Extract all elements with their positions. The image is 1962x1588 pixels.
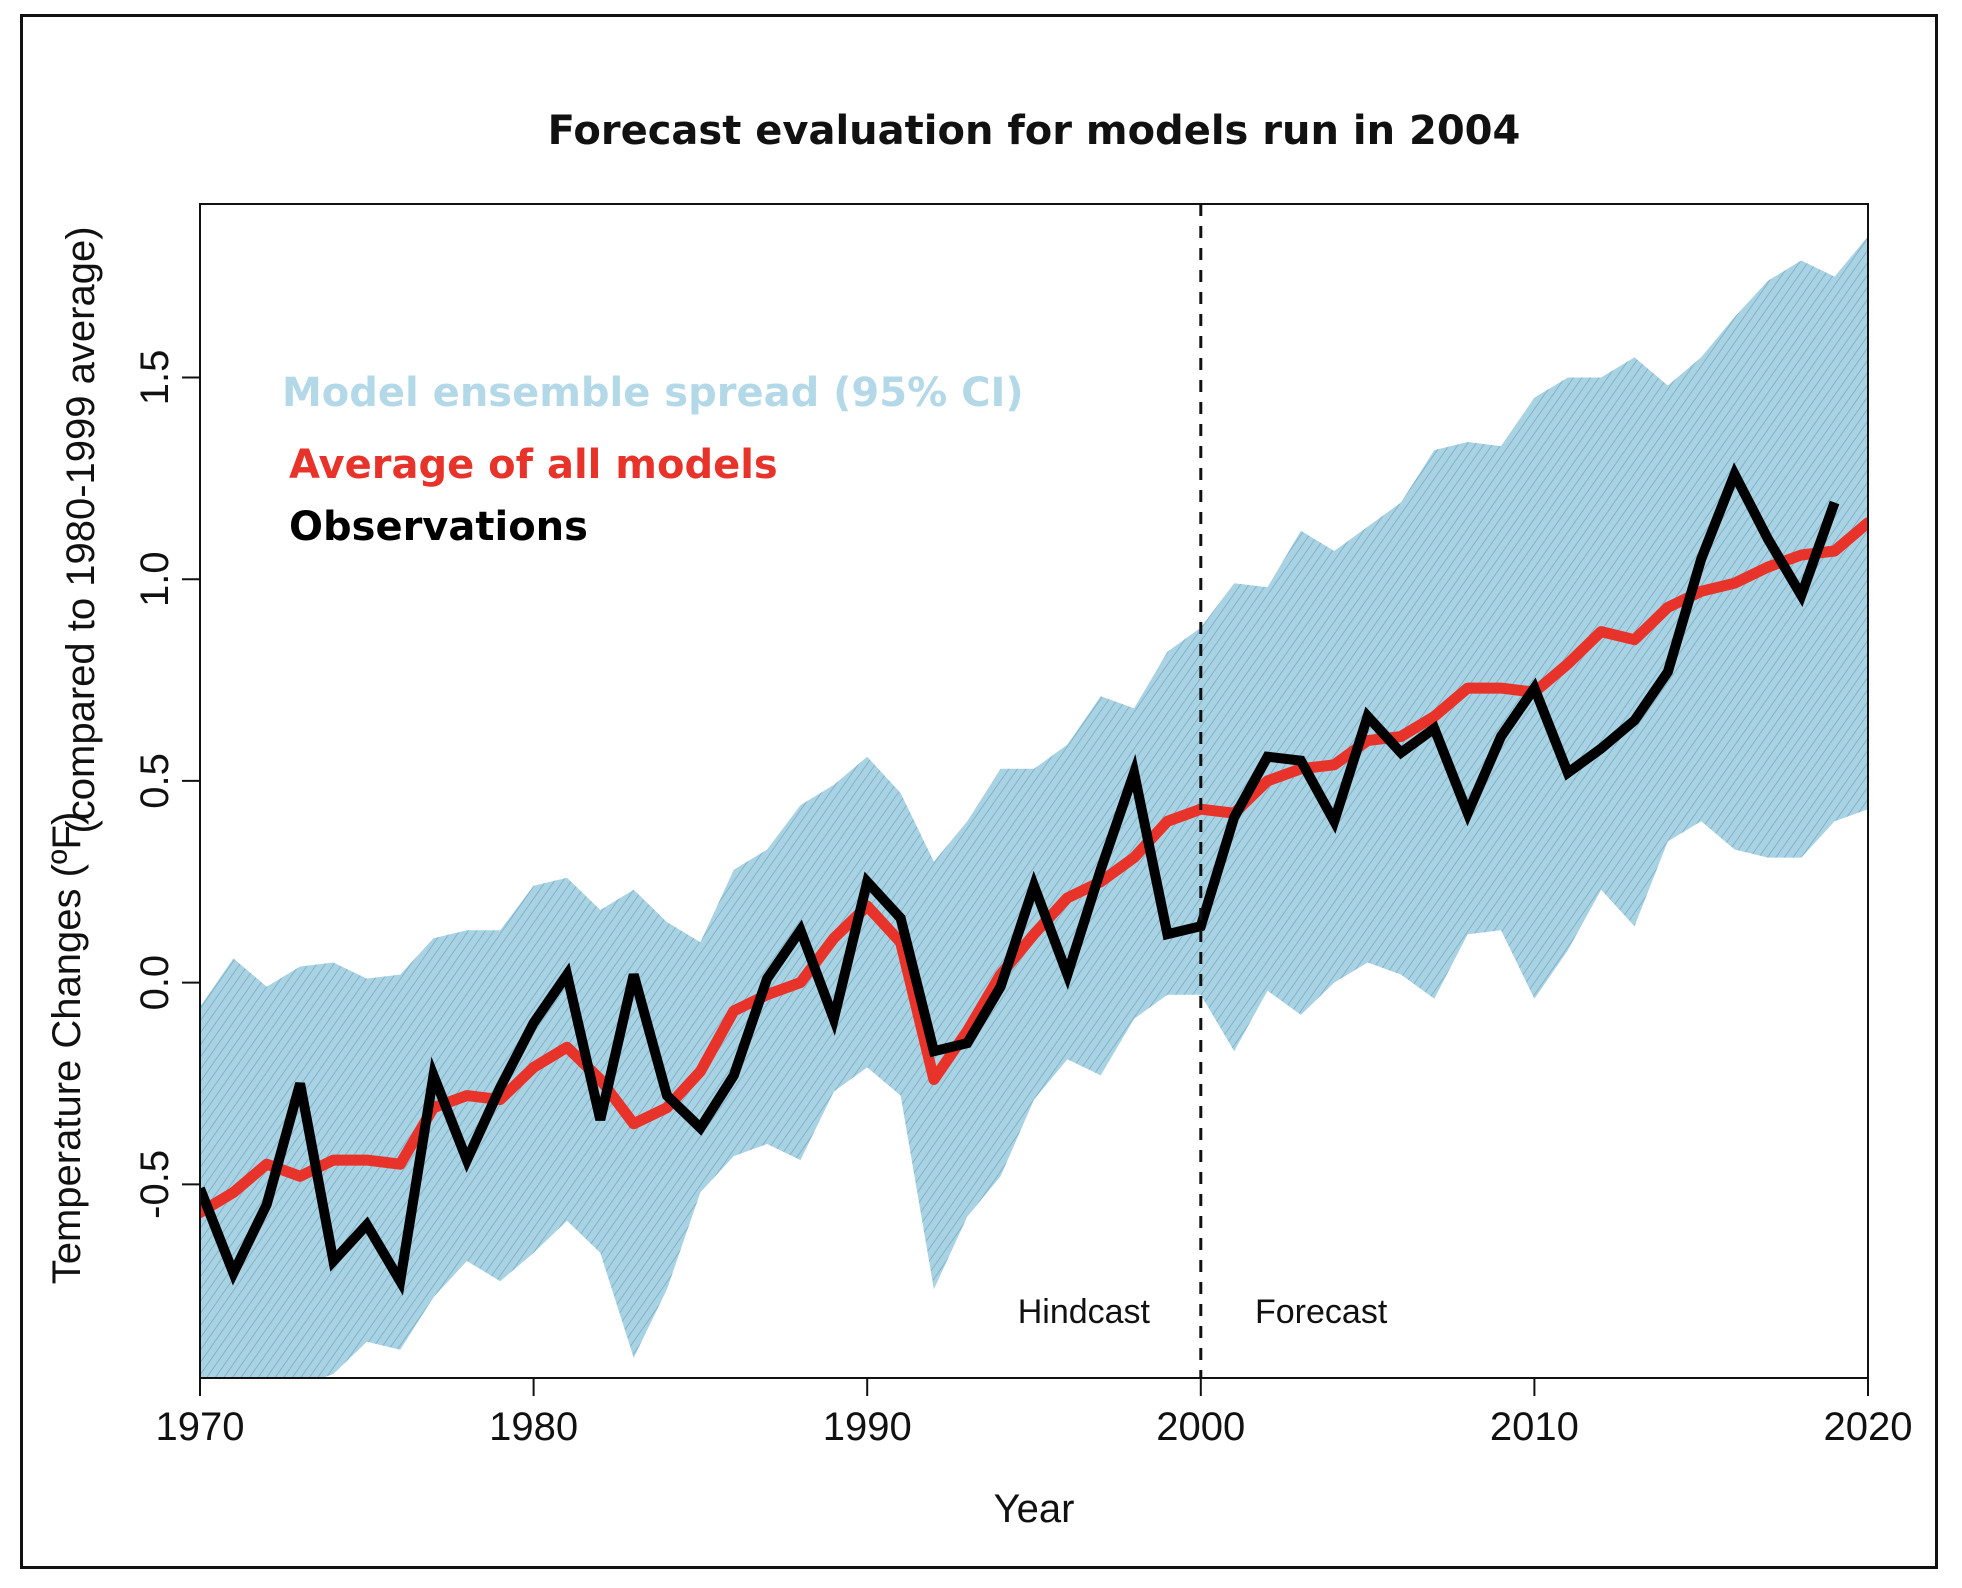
x-tick-label: 2000 (1156, 1405, 1245, 1449)
hindcast-label: Hindcast (1018, 1293, 1151, 1331)
y-tick-label: -0.5 (133, 1150, 177, 1219)
model-average-line (200, 517, 1868, 1219)
x-tick-label: 1980 (489, 1405, 578, 1449)
y-tick-label: 0.5 (133, 753, 177, 809)
legend-model-average: Average of all models (289, 442, 778, 488)
x-axis: 1970 1980 1990 2000 2010 2020 (156, 1378, 1913, 1449)
y-axis-label-main: Temperature Changes (ºF) (45, 812, 89, 1285)
plot-border (199, 203, 1869, 1379)
legend-ensemble-spread: Model ensemble spread (95% CI) (282, 370, 1024, 416)
y-tick-label: 1.0 (133, 551, 177, 607)
y-axis: -0.5 0.0 0.5 1.0 1.5 (133, 350, 200, 1219)
chart-title: Forecast evaluation for models run in 20… (548, 108, 1521, 154)
legend-observations: Observations (289, 504, 588, 550)
y-axis-label-sub: (compared to 1980-1999 average) (59, 226, 103, 833)
y-tick-label: 0.0 (133, 955, 177, 1011)
x-tick-label: 1970 (156, 1405, 245, 1449)
x-tick-label: 2020 (1824, 1405, 1913, 1449)
forecast-label: Forecast (1255, 1293, 1388, 1331)
observations-line (200, 462, 1840, 1296)
x-tick-label: 1990 (823, 1405, 912, 1449)
y-tick-label: 1.5 (133, 350, 177, 406)
plot-area (200, 236, 1868, 1378)
x-axis-label: Year (994, 1487, 1075, 1531)
x-tick-label: 2010 (1490, 1405, 1579, 1449)
